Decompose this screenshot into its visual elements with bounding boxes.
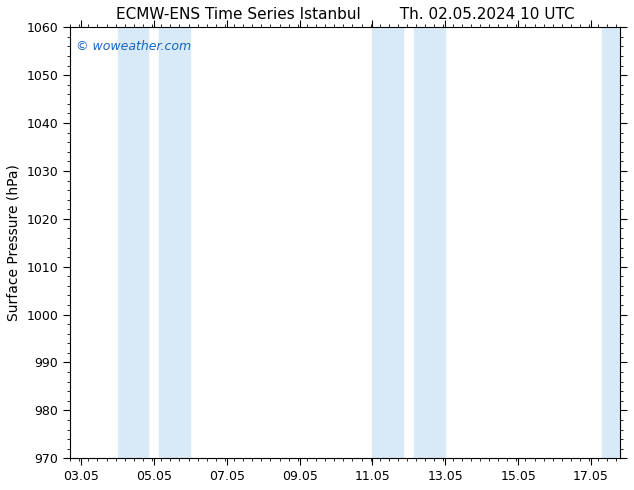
Bar: [159, 27, 190, 458]
Bar: [602, 27, 620, 458]
Bar: [117, 27, 148, 458]
Bar: [372, 27, 403, 458]
Bar: [415, 27, 445, 458]
Text: © woweather.com: © woweather.com: [75, 40, 191, 53]
Y-axis label: Surface Pressure (hPa): Surface Pressure (hPa): [7, 164, 21, 321]
Title: ECMW-ENS Time Series Istanbul        Th. 02.05.2024 10 UTC: ECMW-ENS Time Series Istanbul Th. 02.05.…: [116, 7, 574, 22]
